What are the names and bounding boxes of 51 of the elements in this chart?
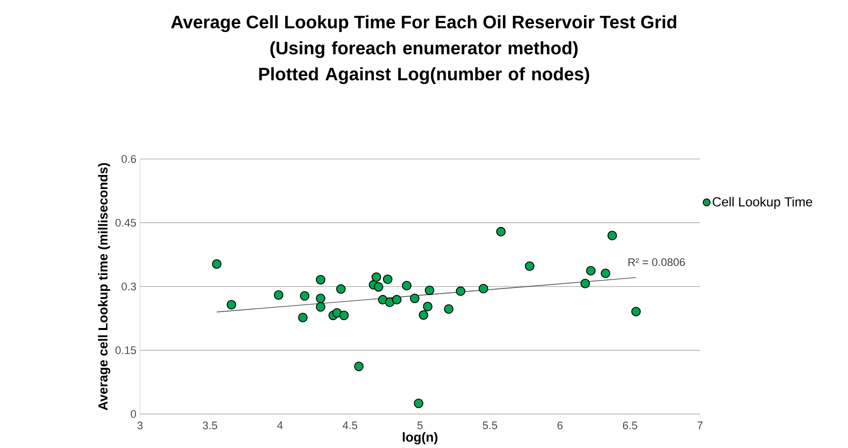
point [316, 302, 326, 312]
point [478, 284, 488, 294]
x-tick-label: 3 [137, 422, 143, 430]
x-tick-label: 6 [558, 422, 563, 430]
x-tick-label: 4.5 [342, 422, 358, 430]
point [354, 362, 364, 372]
legend-label: Cell Lookup Time [712, 196, 812, 210]
x-tick-label: 7 [698, 422, 703, 430]
y-tick-label: 0 [130, 410, 136, 418]
point [631, 306, 641, 316]
y-tick-label: 0.3 [122, 282, 136, 290]
point [456, 286, 466, 296]
y-tick-label: 0.45 [115, 218, 136, 227]
x-tick-label: 3.5 [202, 422, 218, 430]
point [424, 286, 434, 296]
x-tick-label: 5 [417, 422, 423, 430]
point [414, 398, 424, 408]
chart-title: Average Cell Lookup Time For Each Oil Reservoir Test Grid [171, 15, 676, 32]
chart-subtitle: (Using foreach enumerator method) Plotted Against Log(number of nodes) [259, 41, 590, 84]
point [444, 304, 454, 314]
point [274, 290, 284, 300]
point [580, 278, 590, 288]
x-axis-title: log(n) [402, 432, 438, 444]
y-tick-label: 0.15 [115, 346, 136, 354]
point [336, 284, 346, 294]
y-tick-label: 0.6 [122, 155, 136, 163]
x-tick-label: 5.5 [482, 422, 498, 430]
y-axis-title: Average cell Lookup time (milliseconds) [98, 163, 110, 410]
x-tick-label: 6.5 [622, 422, 638, 430]
point [524, 261, 534, 271]
point [316, 274, 326, 284]
point [339, 310, 349, 320]
point [300, 291, 310, 301]
point [418, 310, 428, 320]
annotation: R² = 0.0806 [628, 258, 685, 266]
point [316, 294, 326, 304]
point [586, 266, 596, 276]
point [226, 300, 236, 310]
point [374, 282, 384, 292]
point [392, 294, 402, 304]
point [410, 294, 420, 304]
point [607, 230, 617, 240]
point [212, 259, 222, 269]
point [372, 272, 382, 282]
point [402, 280, 412, 290]
point [382, 274, 392, 284]
point [422, 302, 432, 312]
point [298, 312, 308, 322]
point [600, 268, 610, 278]
point [496, 226, 506, 236]
x-tick-label: 4 [277, 422, 283, 430]
